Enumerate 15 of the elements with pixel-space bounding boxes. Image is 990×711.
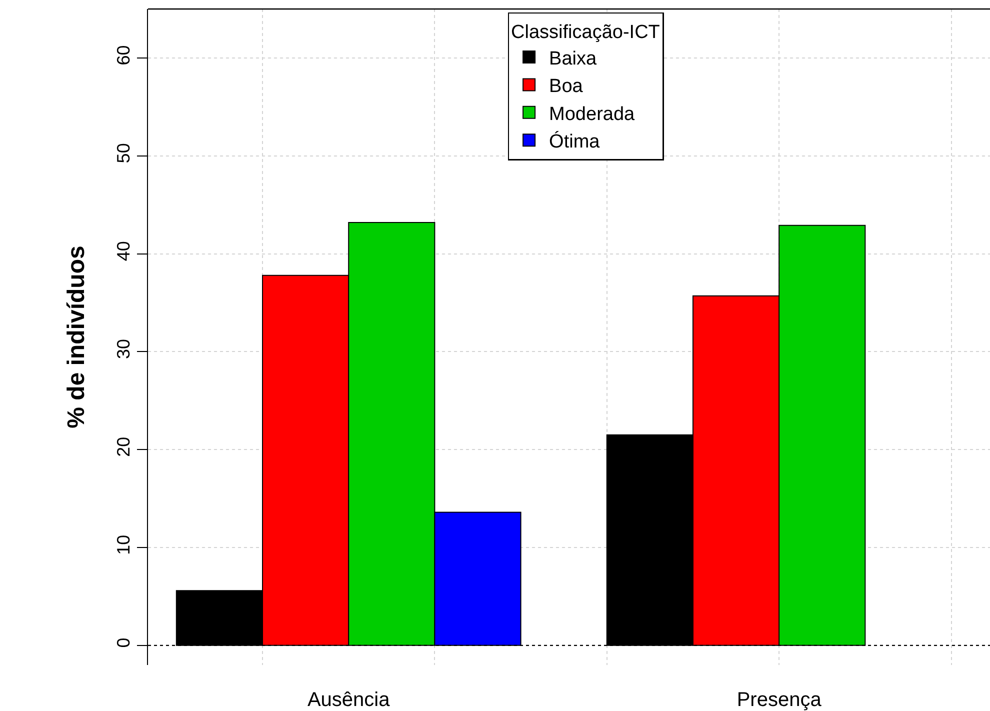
y-tick-label: 60 — [114, 45, 134, 66]
y-tick-label: 0 — [114, 638, 134, 648]
y-tick-label: 20 — [114, 436, 134, 457]
y-tick-label: 50 — [114, 143, 134, 164]
y-axis-title: % de indivíduos — [62, 246, 90, 428]
y-tick-label: 30 — [114, 338, 134, 360]
legend-label: Baixa — [549, 48, 597, 70]
y-tick-label: 40 — [114, 241, 134, 262]
legend-label: Ótima — [549, 130, 600, 153]
legend-title: Classificação-ICT — [511, 22, 660, 44]
x-tick-label: Ausência — [307, 689, 391, 711]
legend-label: Boa — [549, 76, 584, 98]
y-tick-label: 10 — [114, 534, 134, 555]
x-tick-label: Presença — [736, 689, 822, 711]
legend-label: Moderada — [549, 104, 636, 125]
